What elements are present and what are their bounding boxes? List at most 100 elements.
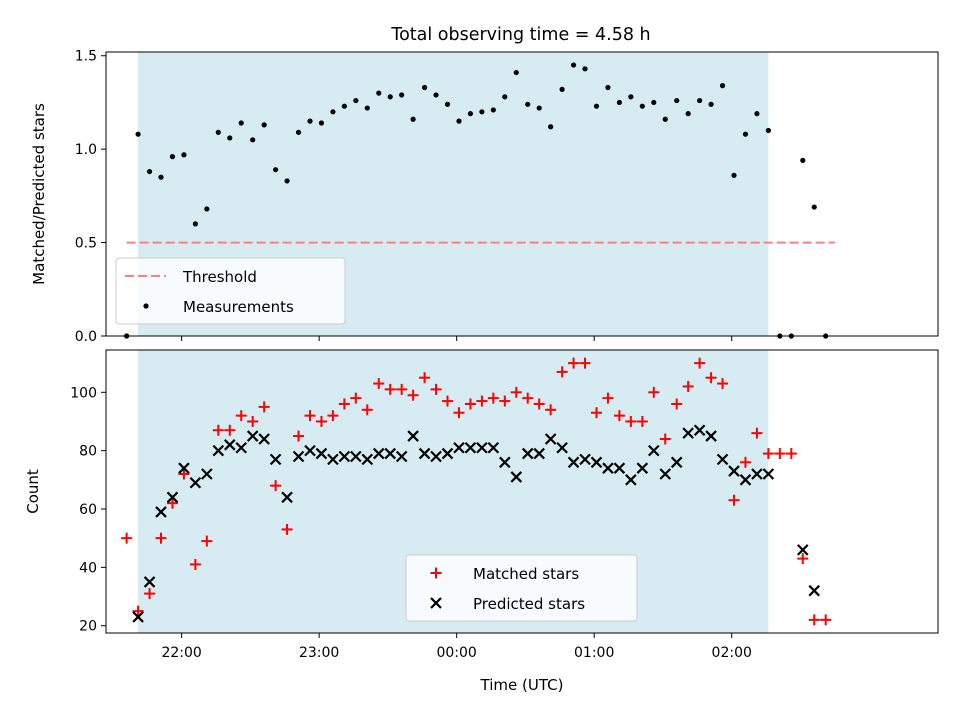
matched-star-point xyxy=(201,535,213,547)
measurement-point xyxy=(158,174,164,180)
matched-star-point xyxy=(613,410,625,422)
matched-star-point xyxy=(568,357,580,369)
matched-star-point xyxy=(327,410,339,422)
measurement-point xyxy=(250,137,256,143)
measurement-point xyxy=(387,94,393,100)
predicted-star-point xyxy=(728,465,740,477)
y-tick-label: 1.5 xyxy=(75,49,97,65)
measurement-point xyxy=(273,167,279,173)
measurement-point xyxy=(376,90,382,96)
predicted-star-point xyxy=(705,430,717,442)
predicted-star-point xyxy=(338,450,351,463)
matched-star-point xyxy=(556,366,568,378)
measurement-point xyxy=(548,124,554,130)
predicted-star-point xyxy=(292,450,305,463)
measurement-point xyxy=(616,99,623,106)
count-marks xyxy=(121,357,832,626)
matched-star-point xyxy=(304,410,316,422)
measurement-point xyxy=(685,111,691,117)
matched-star-point xyxy=(487,392,499,404)
matched-star-point xyxy=(430,383,442,395)
measurement-point xyxy=(582,66,588,72)
matched-star-point xyxy=(545,404,557,416)
predicted-star-point xyxy=(327,453,339,466)
matched-star-point xyxy=(224,424,236,436)
matched-star-point xyxy=(659,433,671,445)
predicted-star-point xyxy=(441,447,454,460)
legend-predicted-marker xyxy=(430,597,442,609)
predicted-star-point xyxy=(487,441,500,454)
predicted-star-point xyxy=(235,441,248,454)
matched-star-point xyxy=(258,401,270,413)
matched-star-point xyxy=(694,357,706,369)
measurement-point xyxy=(169,154,176,160)
axes-frame-top xyxy=(105,51,939,337)
matched-star-point xyxy=(533,398,545,410)
count-panel: 20 40 60 80 100 22:00 23:00 00:00 01:00 02:00 Co… xyxy=(24,349,939,694)
predicted-star-point xyxy=(510,471,523,483)
y-axis-label-bottom: Count xyxy=(24,469,42,514)
predicted-star-point xyxy=(659,468,672,480)
predicted-star-point xyxy=(258,433,270,445)
predicted-star-point xyxy=(178,462,190,474)
predicted-star-point xyxy=(625,474,637,486)
matched-star-point xyxy=(717,378,729,390)
matched-star-point xyxy=(728,494,740,506)
matched-star-point xyxy=(797,553,809,565)
predicted-star-point xyxy=(212,444,225,457)
matched-star-point xyxy=(510,386,522,398)
measurement-point xyxy=(364,105,370,111)
matched-star-point xyxy=(590,407,602,419)
matched-star-point xyxy=(499,395,511,407)
x-tick-label: 01:00 xyxy=(574,645,614,661)
matched-star-point xyxy=(808,614,820,626)
matched-star-point xyxy=(178,468,190,480)
predicted-star-point xyxy=(682,427,694,439)
matched-star-point xyxy=(155,532,167,544)
y-tick-label: 60 xyxy=(79,502,97,518)
y-tick-label: 0.0 xyxy=(75,329,97,345)
matched-star-point xyxy=(189,558,201,570)
matched-star-point xyxy=(762,448,774,460)
predicted-star-point xyxy=(796,544,809,556)
measurement-point xyxy=(570,62,577,68)
matched-star-point xyxy=(270,480,282,492)
measurement-point xyxy=(456,118,462,124)
predicted-star-point xyxy=(315,447,328,460)
measurement-point xyxy=(800,157,806,163)
x-tick-label: 00:00 xyxy=(436,645,476,661)
y-tick-label: 20 xyxy=(79,619,97,635)
x-axis-ticks-top xyxy=(181,336,733,341)
legend-threshold-label: Threshold xyxy=(182,268,257,286)
measurement-point xyxy=(135,131,141,137)
matched-star-point xyxy=(820,614,832,626)
predicted-star-point xyxy=(636,462,649,474)
matched-star-point xyxy=(407,389,419,401)
matched-star-point xyxy=(361,404,373,416)
matched-star-point xyxy=(785,448,797,460)
matched-star-point xyxy=(453,407,465,419)
predicted-star-point xyxy=(693,424,706,437)
predicted-star-point xyxy=(246,430,259,442)
measurement-point xyxy=(731,172,737,178)
legend-predicted-label: Predicted stars xyxy=(473,595,585,613)
predicted-star-point xyxy=(304,444,316,457)
measurement-point xyxy=(525,101,531,107)
predicted-star-point xyxy=(361,453,374,466)
matched-star-point xyxy=(338,398,350,410)
x-axis-ticks-bottom: 22:00 23:00 00:00 01:00 02:00 xyxy=(161,633,752,661)
y-axis-ticks-top: 0.0 0.5 1.0 1.5 xyxy=(75,49,106,345)
measurement-point xyxy=(697,97,703,104)
predicted-star-point xyxy=(223,439,236,451)
predicted-star-point xyxy=(143,576,156,588)
measurement-point xyxy=(628,94,634,100)
measurement-point xyxy=(742,131,749,137)
matched-star-point xyxy=(602,392,614,404)
matched-star-point xyxy=(774,448,786,460)
measurement-point xyxy=(284,178,290,184)
matched-star-point xyxy=(144,588,156,600)
matched-star-point xyxy=(442,395,454,407)
measurement-point xyxy=(330,109,336,115)
matched-star-point xyxy=(739,456,751,468)
